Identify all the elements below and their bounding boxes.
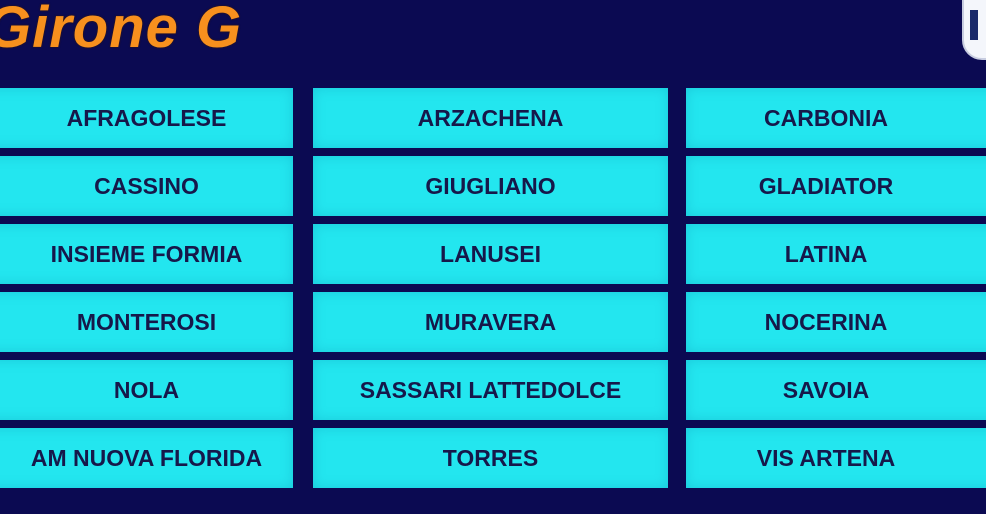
team-name: CARBONIA (764, 104, 888, 131)
team-cell: CASSINO (0, 156, 293, 216)
team-name: NOLA (113, 376, 180, 403)
team-name: SASSARI LATTEDOLCE (359, 376, 622, 403)
team-cell: MONTEROSI (0, 292, 293, 352)
league-logo (962, 0, 986, 60)
team-name: LANUSEI (440, 240, 541, 267)
team-name: MONTEROSI (76, 308, 217, 335)
group-title: Girone G (0, 0, 243, 60)
team-cell: AFRAGOLESE (0, 88, 293, 148)
team-cell: GIUGLIANO (313, 156, 668, 216)
team-name: ARZACHENA (417, 104, 564, 131)
team-name: CASSINO (94, 172, 199, 199)
team-name: AFRAGOLESE (66, 104, 227, 131)
team-cell: LATINA (686, 224, 986, 284)
team-cell: TORRES (313, 428, 668, 488)
team-cell: SAVOIA (686, 360, 986, 420)
team-cell: SASSARI LATTEDOLCE (313, 360, 668, 420)
team-name: VIS ARTENA (756, 444, 896, 471)
team-name: SAVOIA (782, 376, 870, 403)
team-cell: MURAVERA (313, 292, 668, 352)
team-cell: VIS ARTENA (686, 428, 986, 488)
team-cell: NOLA (0, 360, 293, 420)
team-name: MURAVERA (424, 308, 557, 335)
team-name: LATINA (784, 240, 868, 267)
team-name: GLADIATOR (758, 172, 894, 199)
team-name: TORRES (442, 444, 539, 471)
team-cell: CARBONIA (686, 88, 986, 148)
team-cell: NOCERINA (686, 292, 986, 352)
team-cell: AM NUOVA FLORIDA (0, 428, 293, 488)
team-name: INSIEME FORMIA (50, 240, 243, 267)
team-cell: INSIEME FORMIA (0, 224, 293, 284)
team-cell: GLADIATOR (686, 156, 986, 216)
team-cell: LANUSEI (313, 224, 668, 284)
team-name: AM NUOVA FLORIDA (30, 444, 263, 471)
team-name: NOCERINA (764, 308, 888, 335)
team-cell: ARZACHENA (313, 88, 668, 148)
team-name: GIUGLIANO (425, 172, 556, 199)
